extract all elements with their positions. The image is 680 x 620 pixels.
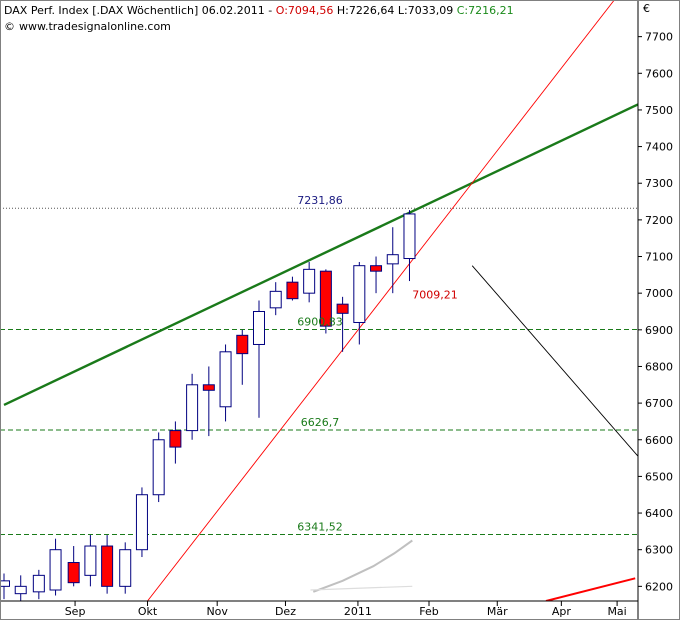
level-label-0: 7231,86: [297, 194, 343, 207]
candle-body-6: [101, 545, 114, 587]
annotation-0: 7009,21: [412, 289, 458, 302]
y-tick-label-7: 6900: [645, 324, 673, 337]
candles: [0, 210, 416, 601]
candle-body-8: [135, 494, 148, 551]
y-tick-label-2: 6400: [645, 507, 673, 520]
candle-body-16: [269, 290, 282, 309]
header-hlc: H:7226,64 L:7033,09: [333, 4, 456, 17]
candle-body-13: [219, 351, 232, 408]
candle-body-7: [119, 549, 132, 587]
candle-body-22: [370, 265, 383, 272]
y-tick-label-11: 7300: [645, 177, 673, 190]
candle-body-10: [169, 430, 182, 448]
copyright-icon: ©: [4, 20, 15, 33]
candle-body-3: [49, 549, 62, 591]
x-tick-label-6: Mär: [487, 605, 508, 618]
trendline-red-bottom: [545, 577, 636, 601]
source-url: www.tradesignalonline.com: [19, 20, 171, 33]
y-tick-label-3: 6500: [645, 470, 673, 483]
x-tick-label-1: Okt: [138, 605, 158, 618]
level-lines: [0, 207, 638, 535]
level-label-3: 6341,52: [297, 520, 343, 533]
level-label-1: 6900,83: [297, 316, 343, 329]
y-tick-label-12: 7400: [645, 141, 673, 154]
candle-body-15: [252, 310, 265, 345]
y-tick-label-6: 6800: [645, 360, 673, 373]
y-tick-label-13: 7500: [645, 104, 673, 117]
y-tick-label-5: 6700: [645, 397, 673, 410]
y-tick-label-9: 7100: [645, 251, 673, 264]
candle-body-23: [386, 254, 399, 265]
candle-body-20: [336, 303, 349, 314]
candle-body-9: [152, 439, 165, 496]
x-tick-label-3: Dez: [275, 605, 296, 618]
candle-body-11: [186, 384, 199, 432]
candle-body-0: [0, 580, 10, 587]
trend-lines: [3, 0, 638, 601]
x-tick-label-7: Apr: [552, 605, 572, 618]
x-tick-label-2: Nov: [206, 605, 228, 618]
candle-body-1: [14, 585, 27, 595]
trendline-red-support: [147, 0, 615, 601]
header-line: DAX Perf. Index [.DAX Wöchentlich] 06.02…: [4, 4, 514, 17]
header-title: DAX Perf. Index [.DAX Wöchentlich] 06.02…: [4, 4, 276, 17]
header-close: C:7216,21: [457, 4, 514, 17]
y-tick-label-1: 6300: [645, 544, 673, 557]
candle-body-21: [353, 265, 366, 323]
candle-body-12: [202, 384, 215, 391]
candle-body-18: [303, 268, 316, 294]
plot-background: [0, 0, 638, 601]
trendline-green-resistance: [3, 103, 638, 406]
candle-body-2: [32, 574, 45, 593]
trendline-gray-ma: [312, 539, 413, 593]
x-tick-label-8: Mai: [607, 605, 626, 618]
y-tick-label-14: 7600: [645, 67, 673, 80]
y-tick-label-4: 6600: [645, 434, 673, 447]
y-tick-label-15: 7700: [645, 31, 673, 44]
level-label-2: 6626,7: [301, 416, 340, 429]
y-tick-label-0: 6200: [645, 580, 673, 593]
x-tick-label-5: Feb: [419, 605, 438, 618]
y-tick-label-8: 7000: [645, 287, 673, 300]
trendline-black-down: [471, 265, 638, 457]
level-labels: 7231,86 6900,83 6626,7 6341,52 7009,21: [297, 194, 458, 533]
source-line: © www.tradesignalonline.com: [4, 20, 171, 33]
candle-body-19: [319, 270, 332, 327]
trendline-gray-flat: [310, 585, 413, 591]
x-tick-label-0: Sep: [65, 605, 86, 618]
currency-symbol: €: [643, 2, 650, 15]
candle-body-14: [236, 334, 249, 355]
candle-body-5: [84, 545, 97, 576]
y-tick-label-10: 7200: [645, 214, 673, 227]
header-open: O:7094,56: [276, 4, 334, 17]
x-tick-label-4: 2011: [344, 605, 372, 618]
candle-body-17: [286, 281, 299, 300]
candle-body-4: [67, 562, 80, 584]
candle-body-24: [403, 213, 416, 260]
